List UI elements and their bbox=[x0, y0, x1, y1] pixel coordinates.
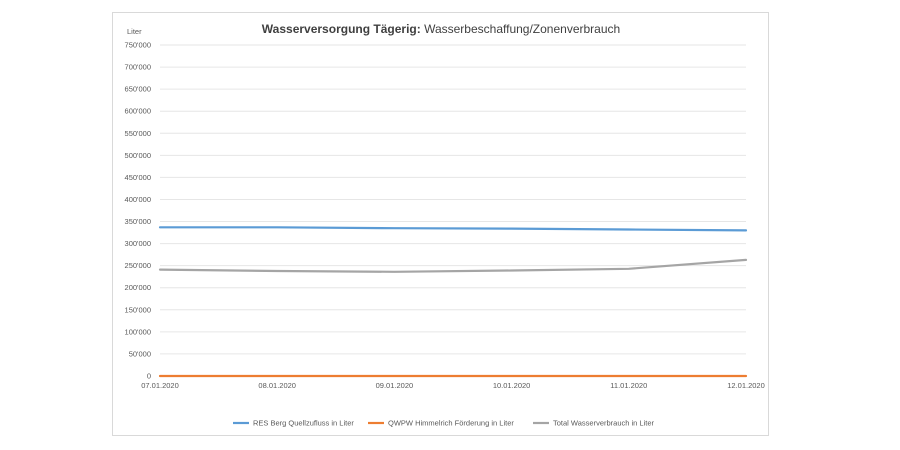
x-tick-label: 11.01.2020 bbox=[610, 381, 647, 390]
y-tick-label: 400'000 bbox=[125, 195, 151, 204]
y-tick-label: 600'000 bbox=[125, 107, 151, 116]
series-line bbox=[158, 226, 748, 232]
x-axis-ticks: 07.01.2020 08.01.2020 09.01.2020 10.01.2020… bbox=[141, 381, 765, 390]
y-tick-label: 200'000 bbox=[125, 283, 151, 292]
y-tick-label: 50'000 bbox=[129, 349, 151, 358]
y-tick-label: 0 bbox=[147, 372, 151, 381]
legend-label: RES Berg Quellzufluss in Liter bbox=[253, 419, 354, 428]
x-tick-label: 09.01.2020 bbox=[376, 381, 414, 390]
chart-title: Wasserversorgung Tägerig: Wasserbeschaff… bbox=[262, 22, 620, 36]
y-axis-label: Liter bbox=[127, 27, 142, 36]
chart-title-rest: Wasserbeschaffung/Zonenverbrauch bbox=[421, 22, 620, 36]
chart-title-bold: Wasserversorgung Tägerig: bbox=[262, 22, 421, 36]
legend: RES Berg Quellzufluss in Liter QWPW Himme… bbox=[233, 419, 655, 428]
y-tick-label: 150'000 bbox=[125, 305, 151, 314]
series-line bbox=[158, 258, 748, 273]
y-tick-label: 500'000 bbox=[125, 151, 151, 160]
y-tick-label: 650'000 bbox=[125, 85, 151, 94]
y-tick-label: 700'000 bbox=[125, 63, 151, 72]
y-tick-label: 300'000 bbox=[125, 239, 151, 248]
legend-label: QWPW Himmelrich Förderung in Liter bbox=[388, 419, 514, 428]
x-tick-label: 10.01.2020 bbox=[493, 381, 531, 390]
x-tick-label: 07.01.2020 bbox=[141, 381, 179, 390]
chart-frame: Liter Wasserversorgung Tägerig: Wasserbe… bbox=[112, 12, 769, 436]
series-lines bbox=[158, 226, 748, 378]
y-tick-label: 550'000 bbox=[125, 129, 151, 138]
y-tick-label: 350'000 bbox=[125, 217, 151, 226]
y-tick-label: 450'000 bbox=[125, 173, 151, 182]
x-tick-label: 12.01.2020 bbox=[727, 381, 765, 390]
y-tick-label: 250'000 bbox=[125, 261, 151, 270]
legend-label: Total Wasserverbrauch in Liter bbox=[553, 419, 655, 428]
line-chart: Liter Wasserversorgung Tägerig: Wasserbe… bbox=[125, 22, 765, 428]
y-tick-label: 100'000 bbox=[125, 327, 151, 336]
x-tick-label: 08.01.2020 bbox=[258, 381, 296, 390]
y-tick-label: 750'000 bbox=[125, 41, 151, 50]
y-axis-ticks: 0 50'000 100'000 150'000 200'000 250'000 300'0… bbox=[125, 41, 151, 381]
gridlines bbox=[160, 44, 746, 377]
